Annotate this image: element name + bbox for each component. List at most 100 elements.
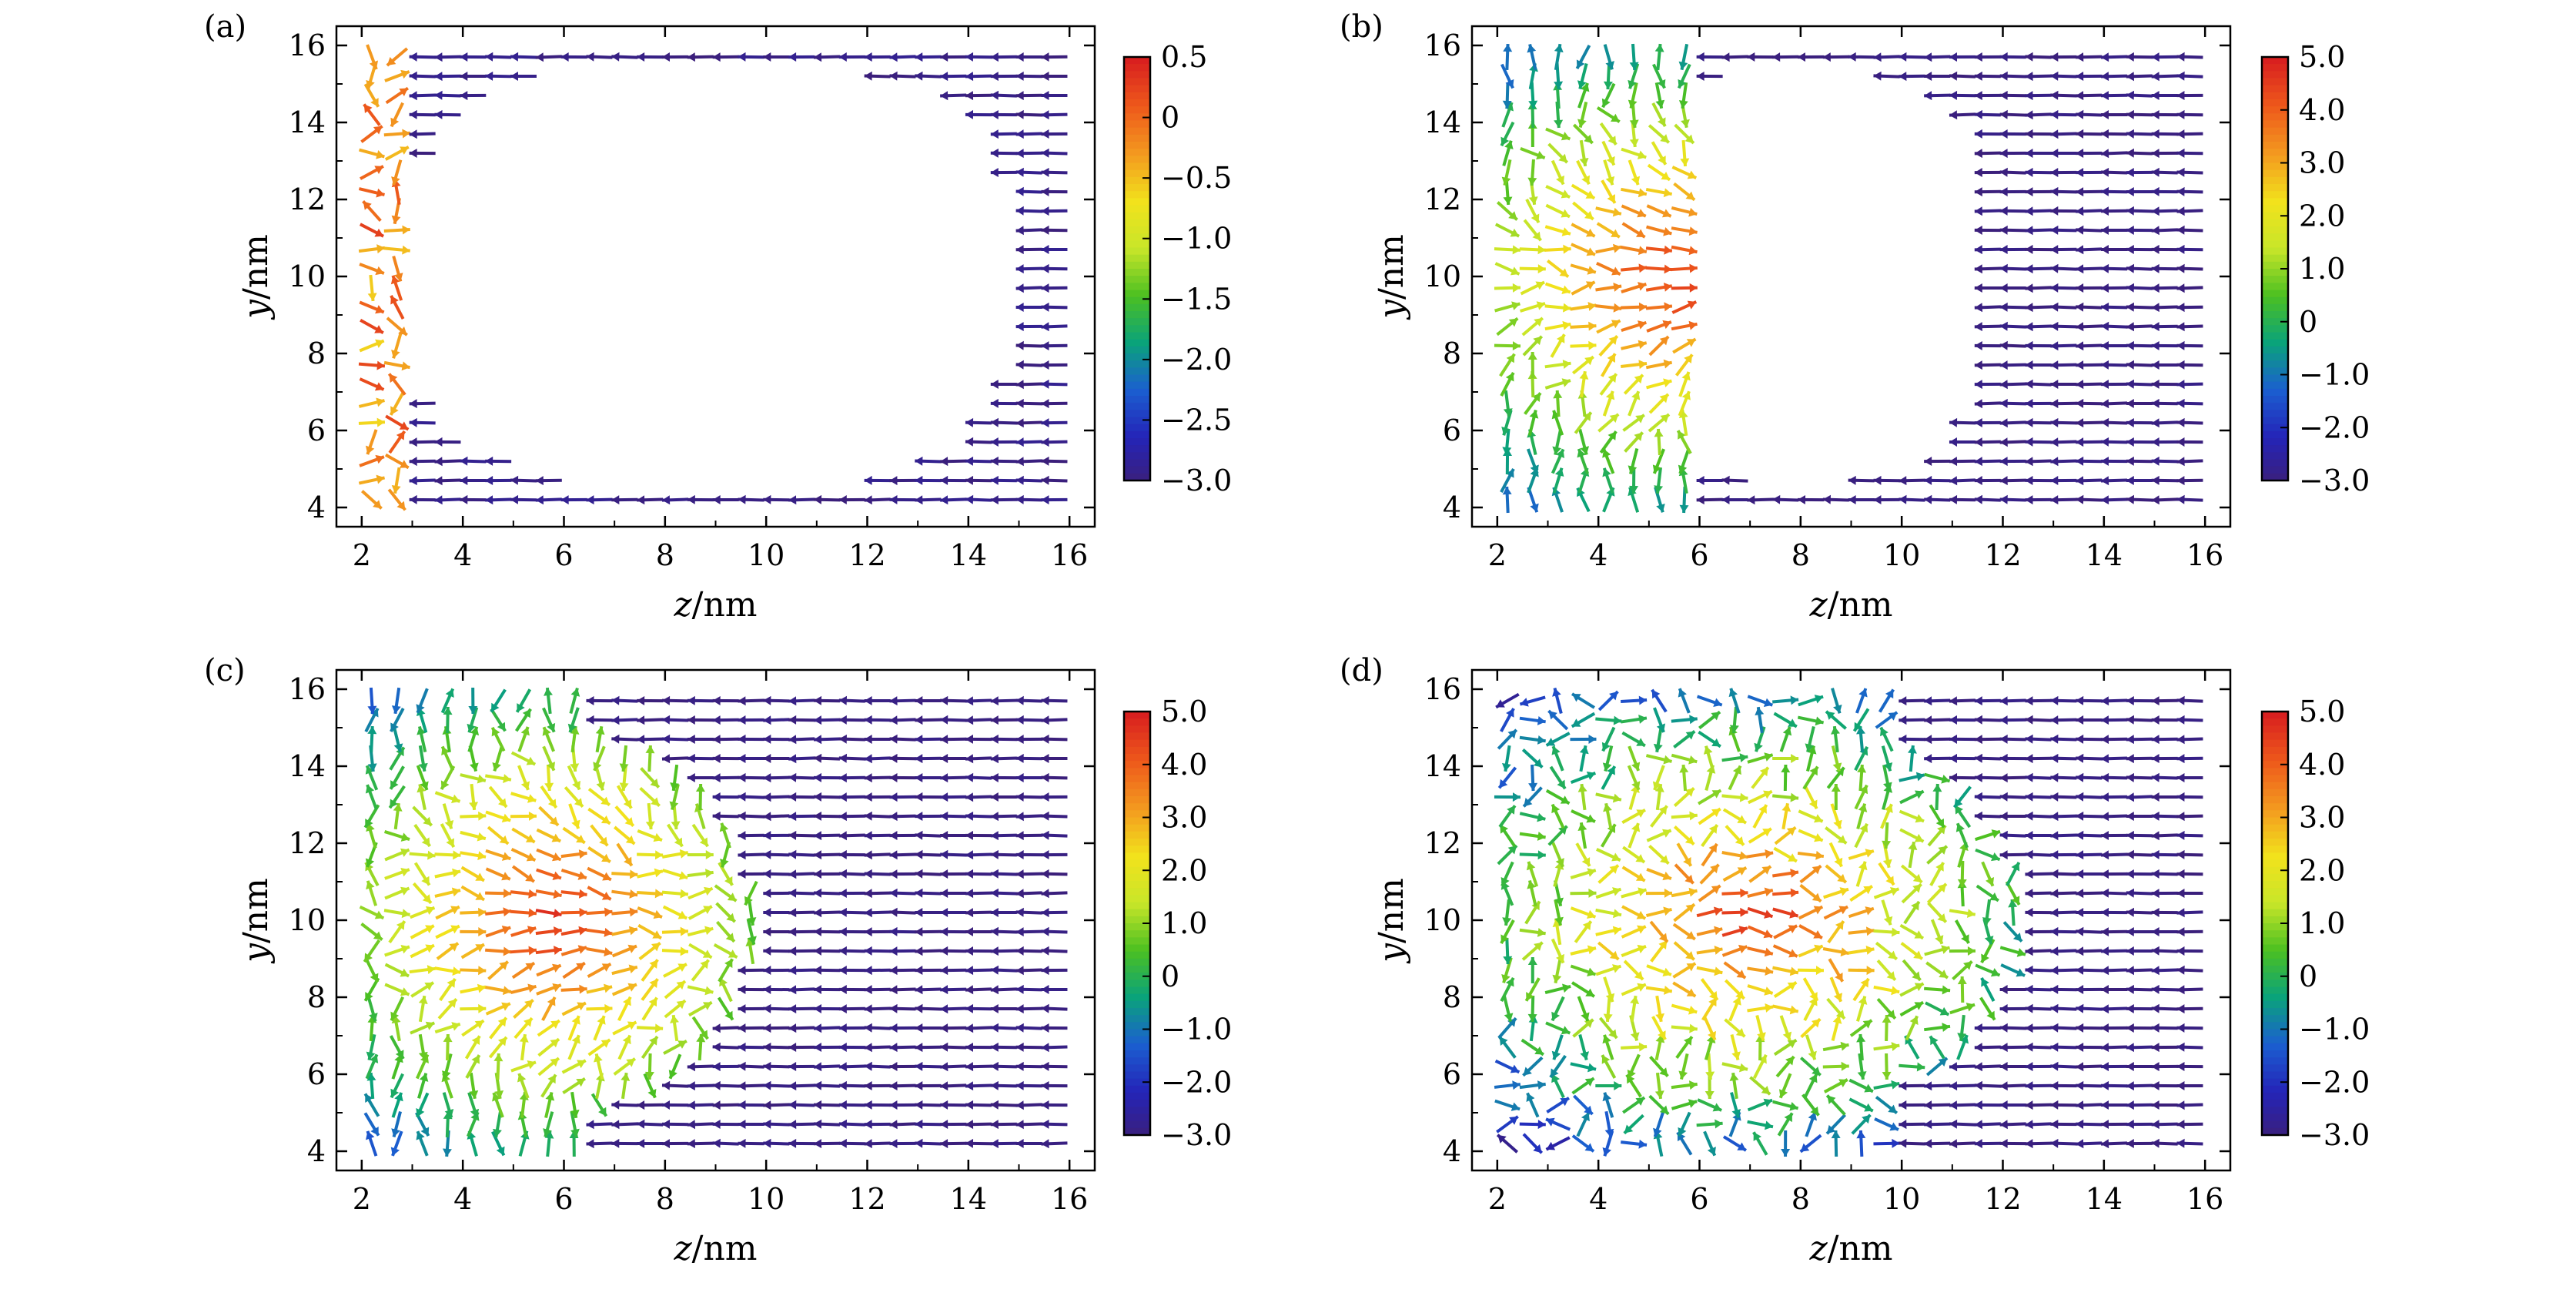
spin-arrow xyxy=(542,707,556,733)
spin-arrow xyxy=(1999,380,2026,390)
spin-arrow xyxy=(1544,378,1571,390)
spin-arrow xyxy=(1521,316,1544,337)
spin-arrow xyxy=(637,715,664,725)
x-axis-label: z/nm xyxy=(1808,585,1892,625)
spin-arrow xyxy=(1749,1076,1771,1096)
colorbar-band xyxy=(2262,768,2288,776)
spin-arrow xyxy=(2025,754,2052,764)
spin-arrow xyxy=(388,919,406,944)
spin-arrow xyxy=(2025,283,2052,293)
spin-arrow xyxy=(567,1034,580,1060)
colorbar-band xyxy=(1124,873,1150,882)
spin-arrow xyxy=(788,1062,815,1072)
spin-arrow xyxy=(1974,476,2001,486)
spin-arrow xyxy=(1956,1034,1969,1060)
colorbar-tick-label: −1.0 xyxy=(1161,222,1232,256)
spin-arrow xyxy=(1831,745,1842,772)
spin-arrow xyxy=(434,868,461,879)
spin-arrow xyxy=(940,495,967,505)
spin-arrow xyxy=(1599,430,1618,454)
spin-arrow xyxy=(384,453,410,470)
spin-arrow xyxy=(2076,1100,2103,1110)
spin-arrow xyxy=(1551,1034,1564,1060)
spin-arrow xyxy=(366,1072,376,1100)
spin-arrow xyxy=(2076,494,2103,504)
spin-arrow xyxy=(712,753,739,763)
x-tick-label: 16 xyxy=(1051,538,1088,572)
spin-arrow xyxy=(467,707,479,733)
spin-arrow xyxy=(1551,745,1564,772)
colorbar-band xyxy=(2262,92,2288,100)
spin-arrow xyxy=(1519,264,1546,274)
spin-arrow xyxy=(696,1033,706,1061)
spin-arrow xyxy=(2100,1004,2128,1014)
spin-arrow xyxy=(965,456,992,466)
colorbar-band xyxy=(1124,888,1150,896)
spin-arrow xyxy=(1825,826,1848,845)
spin-arrow xyxy=(788,946,815,956)
spin-arrow xyxy=(517,1073,530,1099)
spin-arrow xyxy=(2100,812,2128,822)
spin-arrow xyxy=(637,735,664,745)
spin-arrow xyxy=(965,926,992,936)
spin-arrow xyxy=(1949,1062,1976,1072)
colorbar-band xyxy=(2262,846,2288,854)
spin-arrow xyxy=(1747,966,1774,976)
colorbar-band xyxy=(2262,1113,2288,1122)
spin-arrow xyxy=(2151,754,2178,764)
spin-arrow xyxy=(2176,773,2203,783)
spin-arrow xyxy=(2151,360,2178,370)
spin-arrow xyxy=(1041,1119,1068,1129)
panel-tag: (a) xyxy=(204,9,246,45)
spin-arrow xyxy=(1601,1054,1617,1079)
spin-arrow xyxy=(2100,850,2128,860)
spin-arrow xyxy=(1873,475,1900,485)
spin-arrow xyxy=(1570,964,1597,976)
spin-arrow xyxy=(362,200,382,222)
spin-arrow xyxy=(1520,146,1546,160)
spin-arrow xyxy=(1546,1097,1571,1113)
spin-arrow xyxy=(738,1042,764,1052)
y-tick-label: 16 xyxy=(1424,672,1461,706)
spin-arrow xyxy=(2076,398,2103,408)
colorbar-band xyxy=(1124,410,1150,418)
spin-arrow xyxy=(915,754,942,764)
y-tick-label: 10 xyxy=(289,260,326,293)
spin-arrow xyxy=(2176,792,2203,802)
spin-arrow xyxy=(1857,1053,1867,1080)
spin-arrow xyxy=(1974,696,2001,706)
spin-arrow xyxy=(544,1130,554,1157)
spin-arrow xyxy=(1545,1136,1571,1151)
spin-arrow xyxy=(586,928,613,937)
spin-arrow xyxy=(1498,823,1517,848)
spin-arrow xyxy=(1645,187,1673,198)
spin-arrow xyxy=(434,1022,461,1034)
spin-arrow xyxy=(915,908,942,918)
spin-arrow xyxy=(1798,695,1824,707)
spin-arrow xyxy=(590,1093,608,1117)
spin-arrow xyxy=(1999,398,2026,408)
spin-arrow xyxy=(838,965,865,975)
spin-arrow xyxy=(1545,732,1571,747)
spin-arrow xyxy=(1980,977,1996,1002)
spin-arrow xyxy=(460,91,487,101)
spin-arrow xyxy=(384,983,410,996)
colorbar-band xyxy=(2262,198,2288,206)
spin-arrow xyxy=(460,811,487,821)
spin-arrow xyxy=(990,1139,1017,1149)
spin-arrow xyxy=(2076,418,2103,428)
spin-arrow xyxy=(587,886,612,901)
spin-arrow xyxy=(1572,123,1594,145)
colorbar-band xyxy=(1124,57,1150,65)
spin-arrow xyxy=(813,926,840,936)
panel-c: (c)2 4 6 8 10 12 14 1646810121416z/nmy/nm5.04.0… xyxy=(204,653,1232,1268)
spin-arrow xyxy=(1621,944,1647,958)
spin-arrow xyxy=(510,983,537,995)
spin-arrow xyxy=(390,102,404,128)
spin-arrow xyxy=(738,1138,764,1148)
spin-arrow xyxy=(2176,889,2203,899)
spin-arrow xyxy=(544,687,553,715)
spin-arrow xyxy=(1652,765,1665,791)
spin-arrow xyxy=(1570,888,1597,898)
spin-arrow xyxy=(1999,187,2026,197)
